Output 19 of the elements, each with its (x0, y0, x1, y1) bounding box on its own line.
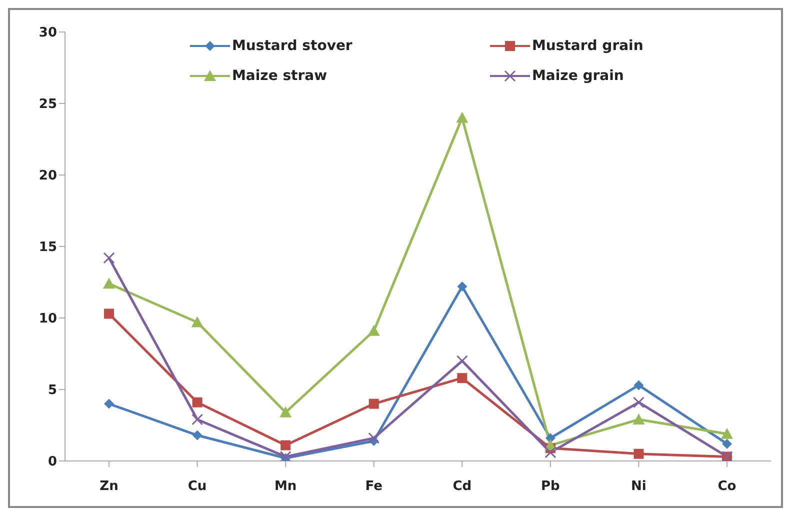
x-tick-label: Mn (274, 479, 297, 494)
y-tick-label: 0 (48, 454, 57, 470)
y-tick-label: 25 (38, 97, 57, 112)
x-tick-label: Cu (188, 479, 207, 494)
legend-label: Mustard stover (232, 38, 352, 54)
x-tick-label: Zn (100, 479, 118, 494)
y-tick-label: 5 (48, 383, 57, 398)
y-tick-label: 10 (38, 312, 57, 327)
x-tick-label: Fe (365, 479, 383, 494)
y-tick-label: 20 (38, 168, 57, 184)
y-tick-label: 30 (38, 26, 57, 41)
y-tick-label: 15 (38, 240, 57, 256)
x-tick-label: Cd (452, 479, 472, 494)
legend-label: Mustard grain (532, 38, 644, 54)
x-tick-label: Ni (631, 479, 646, 494)
x-tick-label: Pb (541, 479, 560, 494)
legend-label: Maize grain (532, 68, 624, 84)
legend-label: Maize straw (232, 68, 328, 84)
x-tick-label: Co (718, 479, 736, 494)
